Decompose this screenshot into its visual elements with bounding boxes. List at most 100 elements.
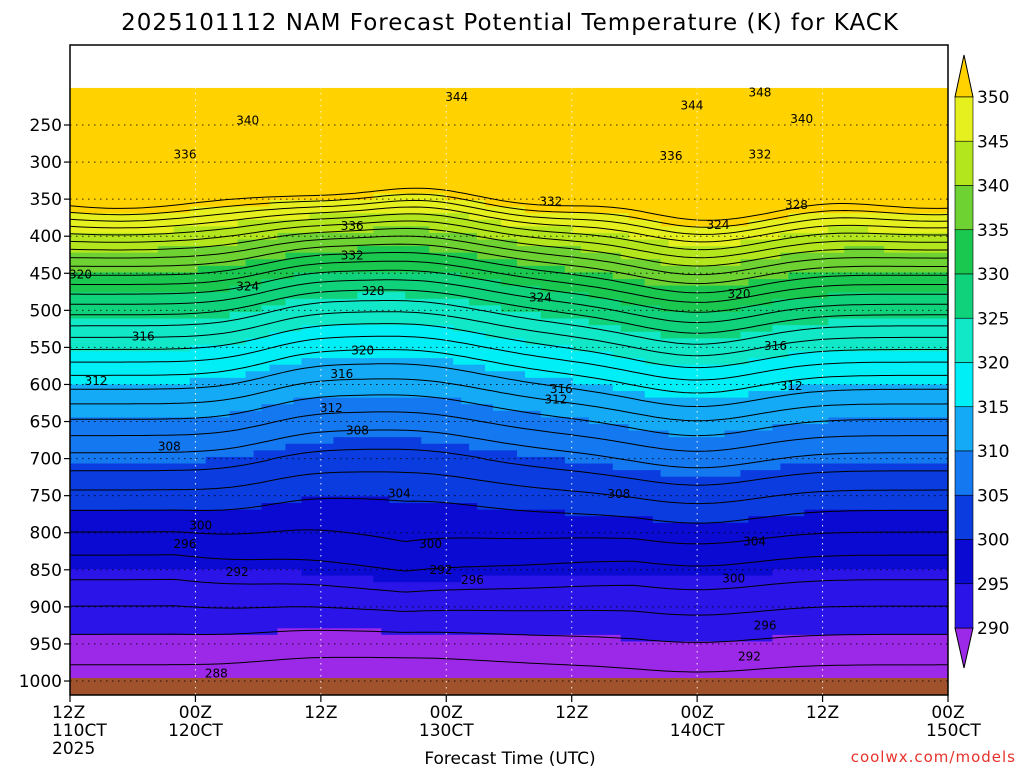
field-cell [540,107,550,115]
field-cell [381,318,390,326]
field-cell [253,87,263,96]
field-cell [660,311,670,320]
field-cell [157,364,167,372]
field-cell [708,239,718,247]
field-cell [157,318,167,326]
field-cell [317,384,327,392]
field-cell [708,153,718,162]
field-cell [349,167,358,175]
field-cell [445,358,454,366]
field-cell [397,206,406,214]
field-cell [117,173,127,181]
field-cell [860,239,869,247]
field-cell [181,127,191,135]
field-cell [588,246,598,254]
field-cell [205,364,215,372]
field-cell [493,305,502,313]
field-cell [77,351,87,359]
field-cell [716,371,726,379]
field-cell [70,232,79,241]
field-cell [660,114,670,122]
field-cell [900,140,909,148]
field-cell [389,147,398,155]
field-cell [469,127,478,135]
field-cell [652,94,662,102]
field-cell [572,364,582,372]
field-cell [229,351,239,359]
field-cell [453,344,462,353]
field-cell [445,338,454,346]
field-cell [509,127,518,135]
field-cell [588,226,598,234]
field-cell [924,325,933,333]
field-cell [237,87,247,96]
field-cell [237,120,247,129]
field-cell [748,305,758,313]
field-cell [844,173,853,181]
field-cell [213,199,223,208]
field-cell [165,127,175,135]
field-cell [245,134,255,142]
field-cell [684,186,694,194]
field-cell [516,311,526,320]
field-cell [796,246,805,254]
field-cell [501,107,510,115]
field-cell [604,338,614,346]
field-cell [612,94,622,102]
field-cell [612,87,622,96]
field-cell [684,101,694,109]
field-cell [469,325,478,333]
field-cell [293,180,303,188]
field-cell [740,199,750,208]
field-cell [892,298,901,306]
field-cell [365,232,374,241]
field-cell [836,127,845,135]
field-cell [908,377,917,386]
field-cell [405,344,414,353]
field-cell [349,94,358,102]
field-cell [548,358,558,366]
field-cell [165,147,175,155]
field-cell [596,305,606,313]
field-cell [389,384,398,392]
field-cell [868,94,877,102]
field-cell [333,377,342,386]
field-cell [205,206,215,214]
field-cell [213,94,223,102]
field-cell [580,246,590,254]
field-cell [716,338,726,346]
field-cell [93,338,103,346]
field-cell [916,147,925,155]
field-cell [397,167,406,175]
field-cell [804,180,813,188]
field-cell [860,134,869,142]
field-cell [636,219,646,227]
field-cell [836,265,845,274]
field-cell [213,384,223,392]
field-cell [932,206,941,214]
field-cell [876,173,885,181]
field-cell [365,364,374,372]
field-cell [540,351,550,359]
field-cell [309,338,319,346]
field-cell [141,180,151,188]
field-cell [660,213,670,221]
field-cell [477,173,486,181]
field-cell [756,147,766,155]
field-cell [221,101,231,109]
field-cell [524,246,534,254]
field-cell [604,331,614,339]
field-cell [325,325,334,333]
field-cell [788,160,797,168]
field-cell [509,199,518,208]
field-cell [133,206,143,214]
field-cell [437,160,446,168]
field-cell [197,160,207,168]
field-cell [660,285,670,293]
field-cell [844,331,853,339]
field-cell [620,318,630,326]
field-cell [708,272,718,280]
field-cell [85,180,95,188]
field-cell [349,311,358,320]
field-cell [301,160,311,168]
